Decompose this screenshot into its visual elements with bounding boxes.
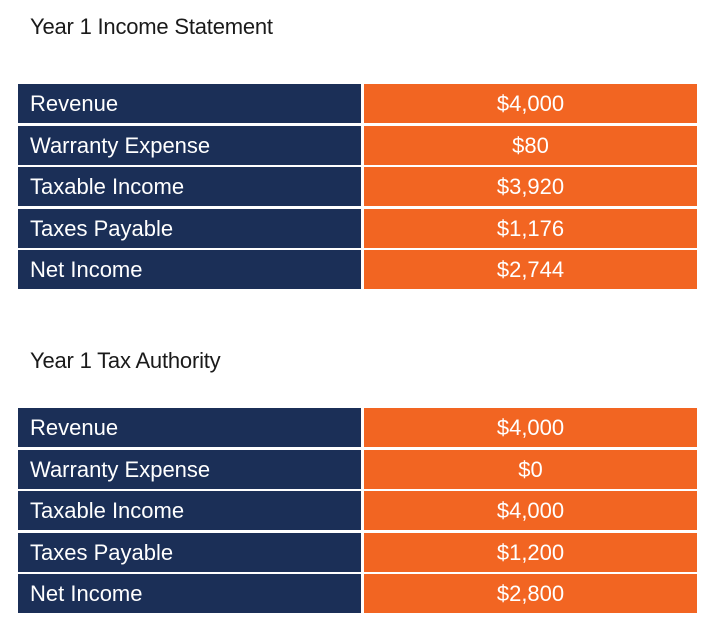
row-label: Warranty Expense: [18, 125, 361, 165]
table-row: Revenue $4,000: [18, 408, 697, 447]
row-label: Taxes Payable: [18, 532, 361, 572]
table-row: Revenue $4,000: [18, 84, 697, 123]
table-row: Taxable Income $4,000: [18, 491, 697, 530]
row-label: Net Income: [18, 250, 361, 289]
row-value: $4,000: [364, 491, 697, 530]
section-title: Year 1 Income Statement: [30, 14, 273, 39]
row-value: $80: [364, 125, 697, 165]
table-row: Warranty Expense $80: [18, 125, 697, 165]
row-value: $4,000: [364, 408, 697, 447]
row-label: Taxable Income: [18, 491, 361, 530]
row-label: Net Income: [18, 574, 361, 613]
row-label: Revenue: [18, 408, 361, 447]
section-title: Year 1 Tax Authority: [30, 348, 221, 373]
row-value: $1,200: [364, 532, 697, 572]
table-row: Net Income $2,800: [18, 574, 697, 613]
table-row: Warranty Expense $0: [18, 449, 697, 489]
table-row: Taxes Payable $1,200: [18, 532, 697, 572]
row-label: Warranty Expense: [18, 449, 361, 489]
row-label: Revenue: [18, 84, 361, 123]
row-label: Taxes Payable: [18, 208, 361, 248]
row-value: $1,176: [364, 208, 697, 248]
row-value: $4,000: [364, 84, 697, 123]
row-value: $3,920: [364, 167, 697, 206]
table-row: Net Income $2,744: [18, 250, 697, 289]
table-row: Taxes Payable $1,176: [18, 208, 697, 248]
row-value: $0: [364, 449, 697, 489]
row-label: Taxable Income: [18, 167, 361, 206]
row-value: $2,800: [364, 574, 697, 613]
table-row: Taxable Income $3,920: [18, 167, 697, 206]
row-value: $2,744: [364, 250, 697, 289]
